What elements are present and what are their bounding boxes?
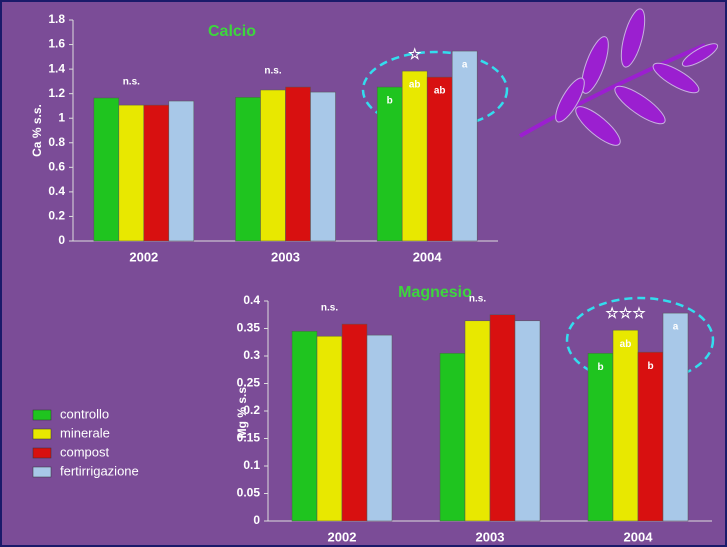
y-tick-label: 0.05 [237, 486, 261, 500]
bar [118, 104, 145, 242]
group-note: ☆☆☆ [605, 305, 646, 322]
chart-title: Calcio [208, 23, 256, 40]
y-tick-label: 0.15 [237, 431, 261, 445]
y-tick-label: 0.2 [48, 209, 65, 223]
group-note: ☆ [408, 46, 422, 63]
bar [514, 320, 541, 522]
bar [235, 97, 261, 242]
y-axis-title: Ca % s.s. [30, 104, 44, 157]
y-tick-label: 1.4 [48, 61, 65, 75]
significance-letter: a [673, 322, 679, 333]
leaf-decoration [519, 8, 719, 146]
bar [168, 100, 195, 242]
y-tick-label: 1.2 [48, 86, 65, 100]
y-tick-label: 0.3 [243, 348, 260, 362]
group-note: n.s. [321, 303, 338, 314]
legend-label: controllo [60, 406, 109, 421]
significance-letter: a [462, 60, 468, 71]
bar [291, 331, 318, 522]
bar [143, 104, 170, 242]
y-tick-label: 0.25 [237, 376, 261, 390]
legend-label: fertirrigazione [60, 463, 139, 478]
x-tick-label: 2002 [328, 529, 357, 544]
bar [316, 335, 343, 522]
bar [376, 86, 403, 242]
y-tick-label: 0.4 [48, 184, 65, 198]
bar [285, 86, 311, 242]
x-tick-label: 2002 [129, 249, 158, 264]
bar [401, 70, 428, 242]
y-tick-label: 0.2 [243, 403, 260, 417]
significance-letter: ab [409, 80, 421, 91]
bar [662, 312, 689, 522]
legend-swatch [32, 409, 52, 421]
highlight-ellipse [361, 50, 509, 130]
x-tick-label: 2004 [413, 249, 443, 264]
y-tick-label: 0 [253, 513, 260, 527]
y-tick-label: 0.4 [243, 293, 260, 307]
significance-letter: ab [434, 86, 446, 97]
bar [426, 76, 453, 242]
x-tick-label: 2003 [476, 529, 505, 544]
chart-title: Magnesio [398, 284, 472, 301]
y-tick-label: 0.6 [48, 160, 65, 174]
bar [587, 353, 614, 522]
significance-letter: b [647, 361, 653, 372]
legend-label: minerale [60, 425, 110, 440]
group-note: n.s. [469, 293, 486, 304]
y-tick-label: 1.6 [48, 37, 65, 51]
bar [612, 329, 639, 522]
y-axis-title: Mg % s.s. [235, 384, 249, 439]
bar [439, 353, 466, 522]
y-tick-label: 0 [58, 233, 65, 247]
legend-swatch [32, 428, 52, 440]
bar [341, 323, 368, 522]
group-note: n.s. [123, 77, 140, 88]
bar [464, 320, 491, 522]
bar [489, 314, 516, 522]
y-tick-label: 0.8 [48, 135, 65, 149]
bar [260, 89, 286, 242]
bar [310, 91, 336, 242]
bar [451, 50, 478, 242]
significance-letter: ab [620, 339, 632, 350]
bar [93, 97, 120, 242]
significance-letter: b [387, 96, 393, 107]
group-note: n.s. [264, 66, 281, 77]
y-tick-label: 1.8 [48, 12, 65, 26]
significance-letter: b [597, 362, 603, 373]
x-tick-label: 2004 [624, 529, 654, 544]
bar [366, 334, 393, 522]
y-tick-label: 0.35 [237, 321, 261, 335]
legend-swatch [32, 447, 52, 459]
x-tick-label: 2003 [271, 249, 300, 264]
y-tick-label: 1 [58, 110, 65, 124]
legend-swatch [32, 466, 52, 478]
y-tick-label: 0.1 [243, 458, 260, 472]
legend-label: compost [60, 444, 110, 459]
bar [637, 351, 664, 522]
